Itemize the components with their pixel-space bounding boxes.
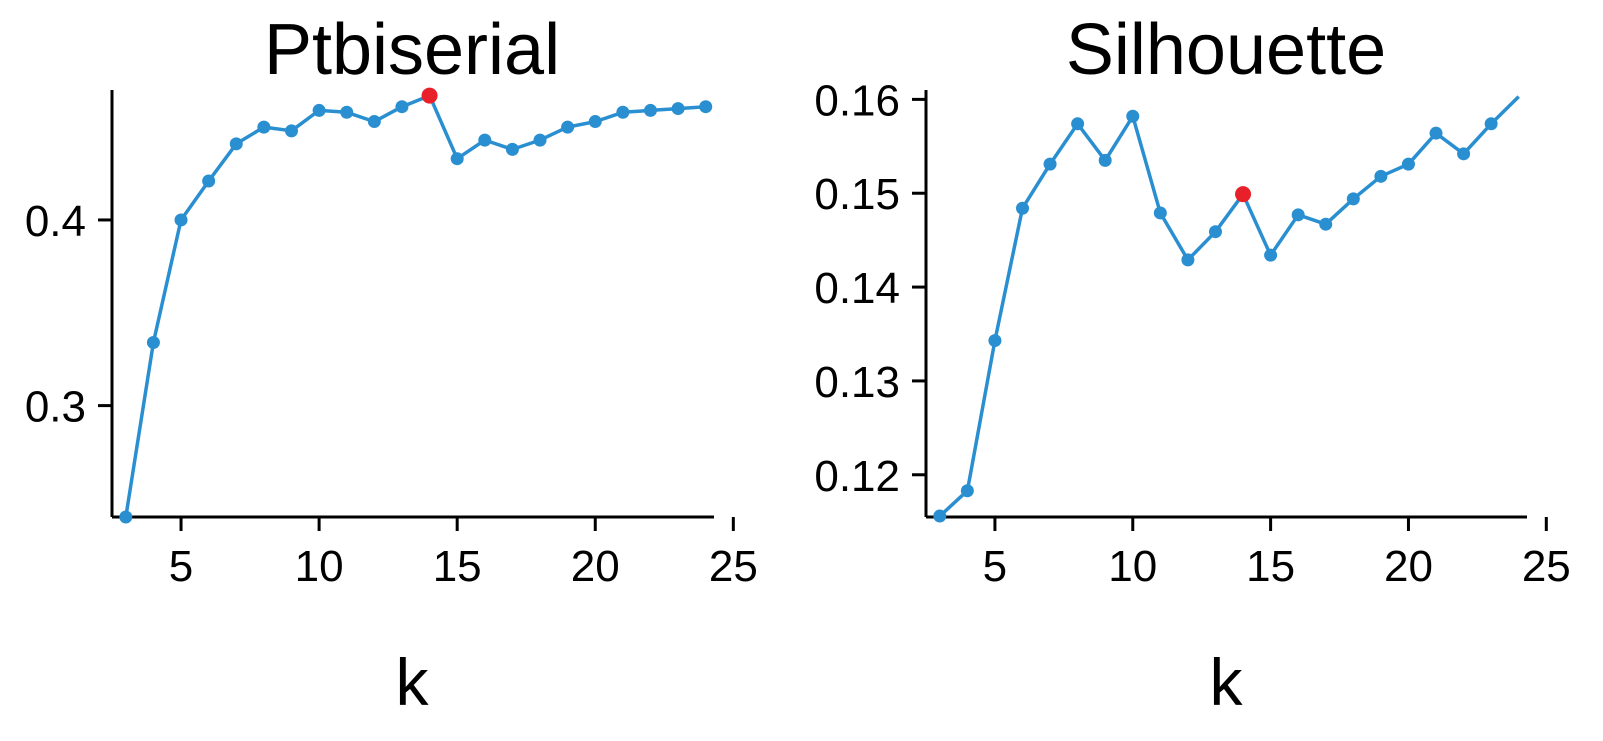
silhouette-y-tick-label: 0.15 bbox=[814, 170, 900, 219]
silhouette-title: Silhouette bbox=[1066, 10, 1386, 90]
ptbiserial-data-point bbox=[312, 103, 326, 117]
silhouette-data-point bbox=[1374, 169, 1388, 183]
silhouette-data-point bbox=[1264, 248, 1278, 262]
silhouette-x-tick-label: 25 bbox=[1522, 542, 1571, 591]
ptbiserial-data-point bbox=[533, 133, 547, 147]
silhouette-data-point bbox=[1015, 201, 1029, 215]
ptbiserial-title: Ptbiserial bbox=[264, 10, 560, 90]
silhouette-data-point bbox=[988, 334, 1002, 348]
ptbiserial-data-point bbox=[588, 115, 602, 129]
silhouette-x-tick-label: 20 bbox=[1384, 542, 1433, 591]
silhouette-data-point bbox=[960, 484, 974, 498]
silhouette-data-point bbox=[1098, 153, 1112, 167]
ptbiserial-data-point bbox=[561, 120, 575, 134]
ptbiserial-y-tick-label: 0.3 bbox=[25, 383, 86, 432]
ptbiserial-data-point bbox=[229, 137, 243, 151]
silhouette-y-tick-label: 0.13 bbox=[814, 358, 900, 407]
ptbiserial-data-point bbox=[174, 213, 188, 227]
silhouette-data-point bbox=[1291, 208, 1305, 222]
silhouette-x-tick-label: 15 bbox=[1246, 542, 1295, 591]
ptbiserial-data-point bbox=[257, 120, 271, 134]
silhouette-y-tick-label: 0.14 bbox=[814, 264, 900, 313]
silhouette-series-line bbox=[938, 95, 1520, 518]
ptbiserial-y-tick-label: 0.4 bbox=[25, 197, 86, 246]
ptbiserial-x-tick-label: 10 bbox=[295, 542, 344, 591]
ptbiserial-series-line bbox=[124, 93, 706, 518]
ptbiserial-data-point bbox=[671, 102, 685, 116]
ptbiserial-data-point bbox=[395, 100, 409, 114]
silhouette-panel: Silhouette k 5 10 15 20 25 0.12 0.13 0.14 0.15 0.… bbox=[814, 10, 1570, 719]
silhouette-data-point bbox=[1346, 192, 1360, 206]
silhouette-x-axis-label: k bbox=[1210, 645, 1244, 719]
ptbiserial-data-point bbox=[643, 103, 657, 117]
ptbiserial-data-point bbox=[367, 115, 381, 129]
silhouette-data-point bbox=[1401, 157, 1415, 171]
silhouette-data-point bbox=[1153, 206, 1167, 220]
ptbiserial-data-point bbox=[119, 510, 133, 524]
ptbiserial-data-point bbox=[505, 142, 519, 156]
ptbiserial-x-tick-label: 15 bbox=[433, 542, 482, 591]
silhouette-data-point bbox=[1071, 117, 1085, 131]
ptbiserial-x-tick-label: 20 bbox=[571, 542, 620, 591]
ptbiserial-x-tick-label: 5 bbox=[169, 542, 193, 591]
silhouette-data-point bbox=[1181, 253, 1195, 267]
silhouette-data-point bbox=[1126, 109, 1140, 123]
silhouette-data-point bbox=[1457, 147, 1471, 161]
silhouette-data-point bbox=[1484, 117, 1498, 131]
silhouette-y-tick-label: 0.16 bbox=[814, 76, 900, 125]
silhouette-data-point bbox=[1043, 157, 1057, 171]
silhouette-x-tick-label: 5 bbox=[983, 542, 1007, 591]
ptbiserial-data-point bbox=[340, 105, 354, 119]
silhouette-data-point bbox=[1319, 217, 1333, 231]
ptbiserial-data-point bbox=[202, 174, 216, 188]
silhouette-highlight-point bbox=[1235, 186, 1252, 203]
silhouette-data-point bbox=[1208, 225, 1222, 239]
silhouette-x-tick-label: 10 bbox=[1108, 542, 1157, 591]
ptbiserial-highlight-point bbox=[421, 87, 438, 104]
ptbiserial-data-point bbox=[699, 100, 713, 114]
ptbiserial-data-point bbox=[478, 133, 492, 147]
ptbiserial-x-tick-label: 25 bbox=[709, 542, 758, 591]
ptbiserial-data-point bbox=[616, 105, 630, 119]
ptbiserial-data-point bbox=[146, 335, 160, 349]
ptbiserial-data-point bbox=[284, 124, 298, 138]
ptbiserial-panel: Ptbiserial k 5 10 15 20 25 0.3 0.4 bbox=[25, 10, 758, 719]
ptbiserial-x-axis-label: k bbox=[396, 645, 430, 719]
silhouette-y-tick-label: 0.12 bbox=[814, 452, 900, 501]
silhouette-data-point bbox=[933, 509, 947, 523]
ptbiserial-data-point bbox=[450, 152, 464, 166]
silhouette-data-point bbox=[1429, 126, 1443, 140]
